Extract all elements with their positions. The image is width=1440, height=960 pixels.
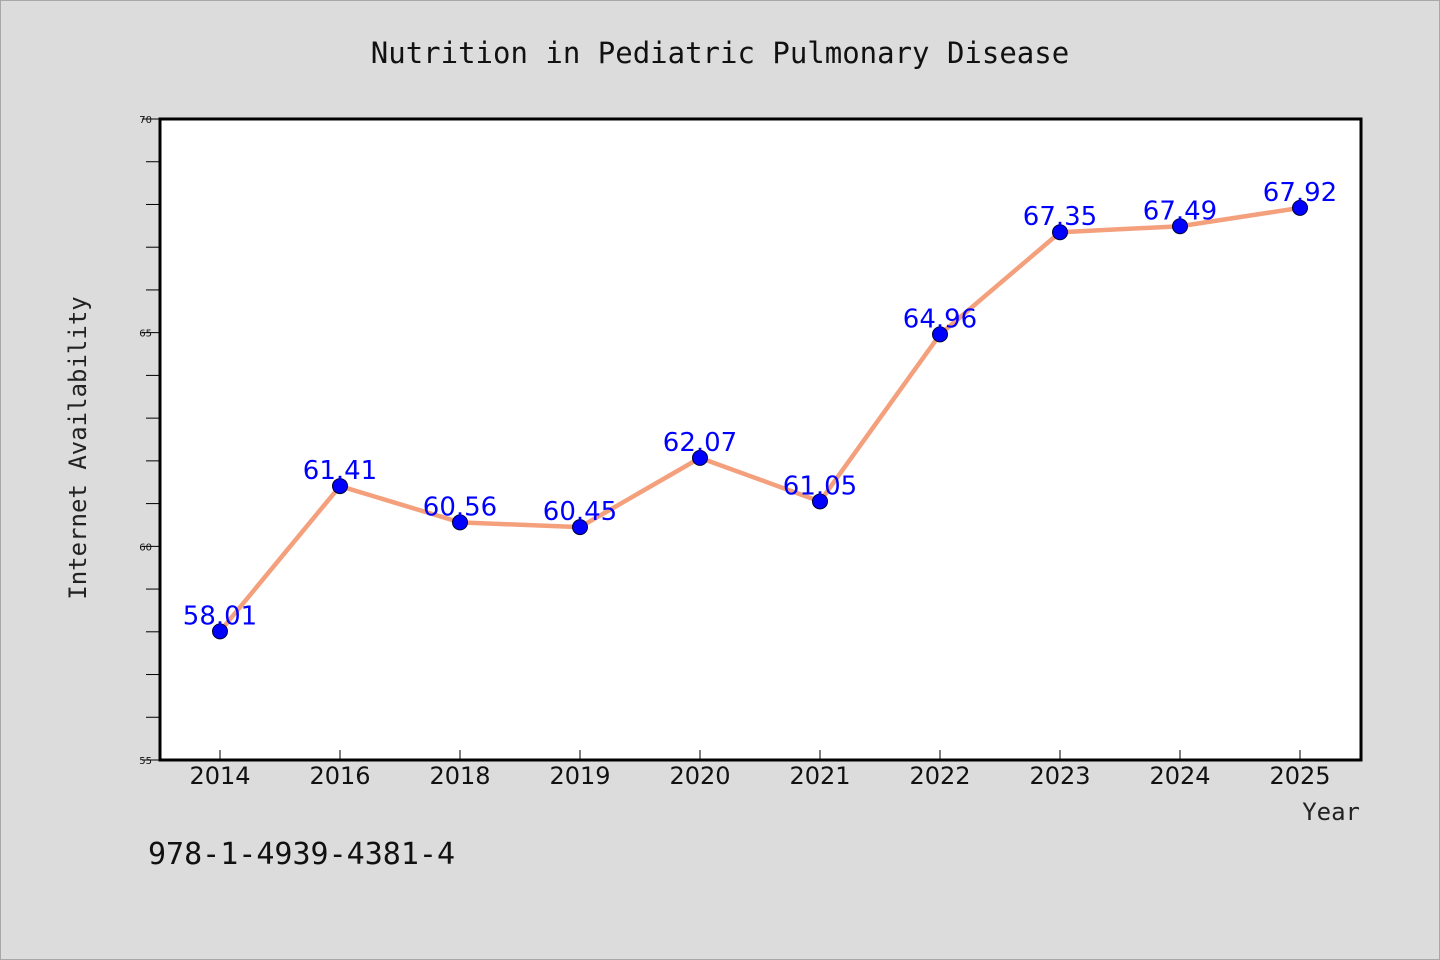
x-tick-label: 2014 <box>189 762 250 790</box>
data-label: 67.35 <box>1023 202 1097 232</box>
data-markers <box>212 199 1308 640</box>
data-point <box>572 519 588 536</box>
data-labels: 58.01 61.41 60.56 60.45 62.07 61.05 64.96 67.35… <box>183 178 1337 631</box>
data-point <box>1052 224 1068 241</box>
data-label: 67.92 <box>1263 178 1337 208</box>
isbn-footer: 978-1-4939-4381-4 <box>148 837 455 872</box>
x-tick-label: 2016 <box>309 762 370 790</box>
y-tick-label: 65 <box>139 329 152 340</box>
data-label: 64.96 <box>903 304 977 334</box>
chart-title: Nutrition in Pediatric Pulmonary Disease <box>371 36 1069 70</box>
data-label: 61.41 <box>303 456 377 486</box>
data-label: 58.01 <box>183 601 257 631</box>
x-tick-label: 2024 <box>1149 762 1210 790</box>
data-point <box>1172 218 1188 235</box>
y-tick-label: 55 <box>139 756 152 767</box>
x-tick-label: 2025 <box>1269 762 1330 790</box>
x-tick-label: 2021 <box>789 762 850 790</box>
data-point <box>692 449 708 466</box>
x-tick-label: 2022 <box>909 762 970 790</box>
data-point <box>812 493 828 510</box>
x-tick-label: 2019 <box>549 762 610 790</box>
data-label: 61.05 <box>783 471 857 501</box>
y-tick-label: 70 <box>139 115 152 126</box>
y-axis-ticks: 55 60 65 70 <box>139 115 160 767</box>
data-point <box>452 514 468 531</box>
x-tick-label: 2020 <box>669 762 730 790</box>
data-point <box>932 326 948 343</box>
x-axis-ticks: 2014 2016 2018 2019 2020 2021 2022 2023 2024 2025 <box>189 750 1331 790</box>
data-point <box>212 623 228 640</box>
data-label: 60.56 <box>423 492 497 522</box>
y-tick-label: 60 <box>139 542 152 553</box>
y-axis-label: Internet Availability <box>64 296 92 599</box>
data-label: 60.45 <box>543 497 617 527</box>
x-tick-label: 2018 <box>429 762 490 790</box>
x-tick-label: 2023 <box>1029 762 1090 790</box>
series-line <box>217 205 1303 634</box>
x-axis-label: Year <box>1302 798 1360 826</box>
data-point <box>332 478 348 495</box>
data-label: 62.07 <box>663 428 737 458</box>
data-label: 67.49 <box>1143 196 1217 226</box>
data-point <box>1292 199 1308 216</box>
plot-border <box>158 117 1363 762</box>
